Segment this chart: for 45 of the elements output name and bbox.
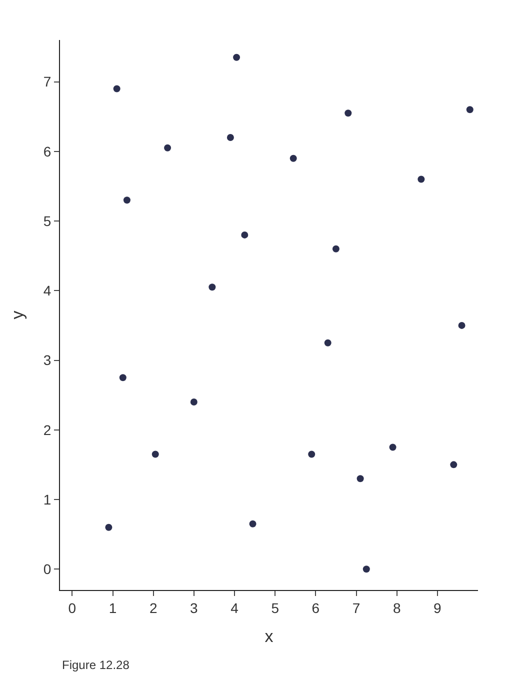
point: [226, 134, 234, 141]
y-tick-label: 7: [43, 74, 52, 90]
x-tick-label: 5: [271, 600, 280, 616]
x-tick-label: 8: [392, 600, 401, 616]
y-tick-label: 0: [43, 561, 52, 578]
point: [458, 322, 466, 329]
point: [418, 176, 425, 183]
x-tick-label: 6: [312, 600, 320, 616]
y-tick-label: 5: [43, 212, 52, 229]
x-tick-label: 1: [108, 600, 117, 616]
point: [249, 520, 256, 528]
point: [164, 144, 172, 152]
point: [123, 196, 130, 204]
x-axis-title: x: [264, 627, 274, 646]
y-tick-label: 2: [43, 422, 52, 438]
point: [241, 231, 248, 238]
x-tick-label: 3: [190, 600, 198, 616]
point: [324, 339, 332, 346]
x-tick-label: 2: [149, 600, 158, 616]
point: [105, 524, 112, 531]
point: [290, 154, 297, 162]
x-tick-label: 7: [352, 600, 360, 616]
caption: Figure 12.28: [62, 658, 130, 672]
point: [362, 566, 370, 573]
point: [190, 398, 198, 406]
point: [356, 475, 364, 482]
x-tick-label: 0: [68, 600, 76, 616]
point: [308, 450, 316, 458]
point: [466, 106, 474, 114]
point: [208, 284, 216, 291]
y-axis-title: y: [8, 310, 27, 320]
point: [389, 444, 396, 451]
y-tick-label: 1: [43, 491, 52, 508]
point: [113, 85, 120, 92]
point: [119, 374, 126, 382]
y-tick-label: 6: [43, 143, 52, 160]
point: [344, 110, 352, 117]
y-tick-label: 4: [43, 282, 52, 299]
point: [450, 461, 458, 468]
y-tick-label: 3: [43, 352, 52, 368]
point: [332, 245, 340, 252]
x-tick-label: 9: [434, 600, 442, 616]
point: [152, 450, 159, 458]
x-tick-label: 4: [230, 600, 239, 616]
point: [233, 54, 240, 61]
